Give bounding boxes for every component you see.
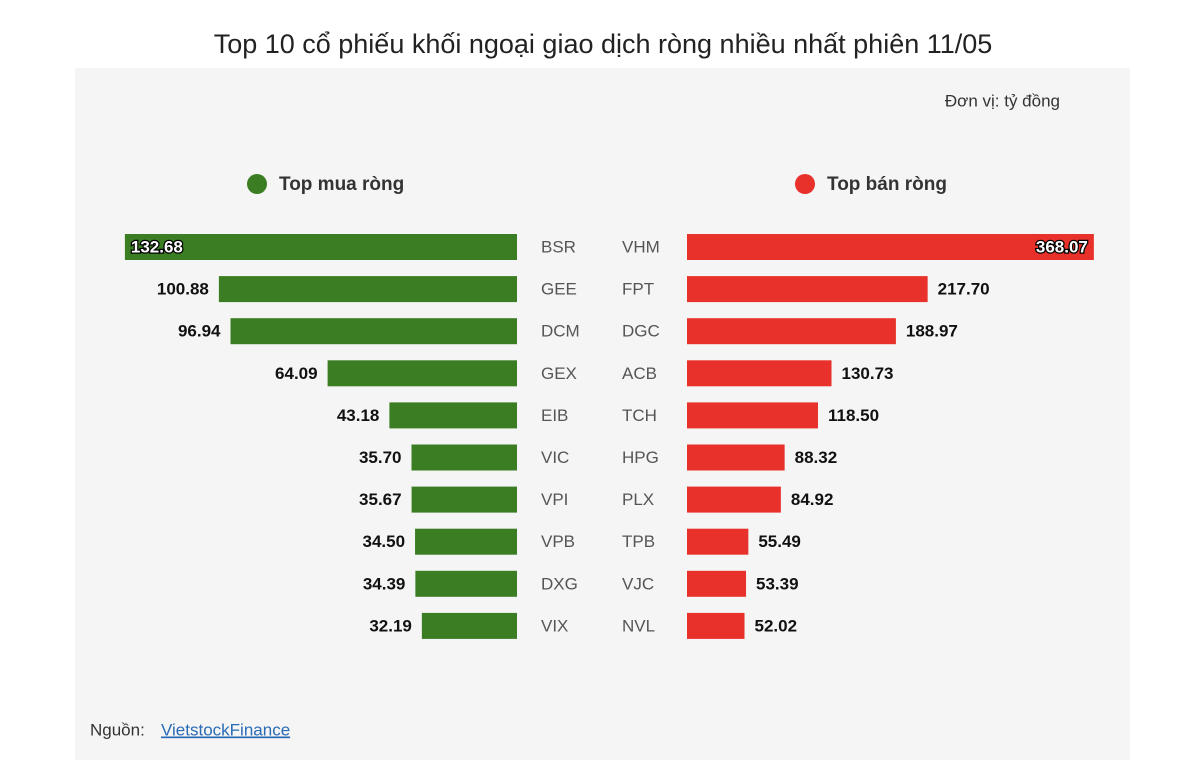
bar <box>411 486 517 513</box>
value-label: 368.07 <box>1036 237 1088 256</box>
bar <box>124 234 518 260</box>
category-label: EIB <box>541 406 568 425</box>
bar <box>687 402 818 429</box>
bar <box>687 528 749 555</box>
bar <box>421 612 517 639</box>
value-label: 43.18 <box>337 406 380 425</box>
value-label: 88.32 <box>795 448 838 467</box>
category-label: TPB <box>622 532 655 551</box>
category-label: VPI <box>541 490 568 509</box>
category-label: DXG <box>541 574 578 593</box>
legend-marker <box>247 174 267 194</box>
chart-title: Top 10 cổ phiếu khối ngoại giao dịch ròn… <box>214 29 993 59</box>
value-label: 32.19 <box>369 616 412 635</box>
value-label: 118.50 <box>828 406 879 425</box>
legend-label: Top mua ròng <box>279 174 404 195</box>
bar <box>415 528 517 555</box>
source-label: Nguồn: <box>90 720 145 739</box>
category-label: VJC <box>622 574 654 593</box>
bar <box>687 612 745 639</box>
value-label: 132.68 <box>131 237 183 256</box>
value-label: 84.92 <box>791 490 834 509</box>
value-label: 130.73 <box>842 364 894 383</box>
bar <box>687 486 781 513</box>
bar <box>687 318 896 345</box>
category-label: VIX <box>541 616 568 635</box>
bar <box>389 402 517 429</box>
bar <box>687 234 1094 260</box>
category-label: DGC <box>622 322 660 341</box>
value-label: 188.97 <box>906 322 958 341</box>
value-label: 35.70 <box>359 448 402 467</box>
legend-label: Top bán ròng <box>827 174 947 195</box>
category-label: NVL <box>622 616 655 635</box>
category-label: DCM <box>541 322 580 341</box>
value-label: 53.39 <box>756 574 799 593</box>
value-label: 52.02 <box>755 616 798 635</box>
value-label: 55.49 <box>758 532 801 551</box>
value-label: 100.88 <box>157 280 209 299</box>
bar <box>218 276 517 303</box>
bar <box>687 570 747 597</box>
value-label: 35.67 <box>359 490 402 509</box>
category-label: PLX <box>622 490 654 509</box>
category-label: ACB <box>622 364 657 383</box>
category-label: VIC <box>541 448 569 467</box>
bar <box>411 444 517 471</box>
category-label: TCH <box>622 406 657 425</box>
bar <box>687 360 832 387</box>
source-link[interactable]: VietstockFinance <box>161 720 290 739</box>
category-label: FPT <box>622 280 654 299</box>
unit-note: Đơn vị: tỷ đồng <box>945 91 1060 110</box>
bar <box>327 360 517 387</box>
value-label: 96.94 <box>178 322 221 341</box>
panel <box>75 68 1130 760</box>
category-label: GEX <box>541 364 577 383</box>
bar <box>687 444 785 471</box>
value-label: 34.50 <box>362 532 405 551</box>
legend-marker <box>795 174 815 194</box>
category-label: VHM <box>622 237 660 256</box>
category-label: BSR <box>541 237 576 256</box>
category-label: HPG <box>622 448 659 467</box>
bar <box>687 276 928 303</box>
value-label: 217.70 <box>938 280 990 299</box>
bar <box>415 570 517 597</box>
bar <box>230 318 517 345</box>
value-label: 34.39 <box>363 574 406 593</box>
category-label: GEE <box>541 280 577 299</box>
value-label: 64.09 <box>275 364 318 383</box>
category-label: VPB <box>541 532 575 551</box>
